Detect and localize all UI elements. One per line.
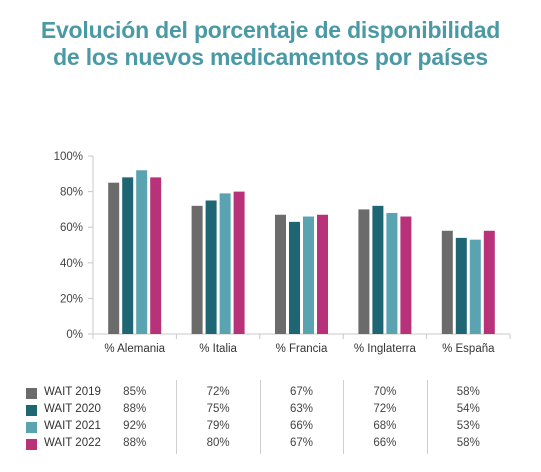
legend-swatch — [26, 439, 37, 450]
legend-swatch — [26, 422, 37, 433]
table-cell: 79% — [206, 420, 230, 432]
y-tick-label: 0% — [66, 329, 83, 341]
bar — [108, 182, 120, 334]
table-cell: 58% — [456, 437, 480, 449]
bar — [469, 239, 481, 334]
table-column-divider — [176, 380, 178, 454]
table-cell: 53% — [456, 420, 480, 432]
table-cell: 70% — [373, 386, 397, 398]
table-row: WAIT 2022 88% 80% 67% 66% 58% — [0, 436, 541, 454]
chart-title-line-1: Evolución del porcentaje de disponibilid… — [40, 17, 501, 43]
bar — [372, 205, 384, 334]
series-name: WAIT 2021 — [44, 420, 101, 432]
table-cell: 75% — [206, 403, 230, 415]
y-tick-label: 100% — [54, 151, 83, 163]
table-row: WAIT 2020 88% 75% 63% 72% 54% — [0, 402, 541, 420]
table-cell: 80% — [206, 437, 230, 449]
x-category-label: % Inglaterra — [354, 343, 417, 355]
bar — [400, 216, 412, 334]
table-cell: 88% — [123, 403, 147, 415]
legend-swatch — [26, 388, 37, 399]
table-cell: 85% — [123, 386, 147, 398]
bar — [455, 237, 467, 334]
table-cell: 66% — [289, 420, 314, 432]
bar — [441, 230, 453, 334]
table-cell: 88% — [123, 437, 147, 449]
table-column-divider — [343, 380, 345, 454]
bar — [386, 212, 398, 334]
bar — [205, 200, 217, 334]
y-tick-label: 20% — [60, 293, 83, 305]
table-cell: 66% — [373, 437, 397, 449]
x-category-label: % Francia — [276, 343, 328, 355]
y-tick-label: 40% — [60, 258, 83, 270]
bar — [483, 230, 495, 334]
bar — [275, 214, 286, 334]
bar-chart: 0% 20% 40% 60% 80% 100% % Alemania % Italia % Fr… — [54, 151, 511, 355]
series-name: WAIT 2019 — [44, 386, 101, 398]
chart-title: Evolución del porcentaje de disponibilid… — [0, 17, 541, 71]
bar — [136, 170, 148, 334]
bar — [233, 191, 245, 334]
table-cell: 63% — [289, 403, 314, 415]
bar — [150, 177, 162, 334]
x-category-label: % Italia — [199, 343, 237, 355]
table-cell: 72% — [373, 403, 397, 415]
bar — [289, 221, 300, 334]
bar — [303, 216, 314, 334]
table-cell: 72% — [206, 386, 230, 398]
chart-title-line-2: de los nuevos medicamentos por países — [53, 44, 488, 70]
legend-swatch — [26, 405, 37, 416]
bar — [122, 177, 134, 334]
table-column-divider — [259, 380, 261, 454]
table-cell: 58% — [456, 386, 480, 398]
table-cell: 92% — [123, 420, 147, 432]
table-row: WAIT 2019 85% 72% 67% 70% 58% — [0, 385, 541, 403]
bar — [191, 205, 203, 334]
y-tick-label: 60% — [60, 222, 83, 234]
table-cell: 54% — [456, 403, 480, 415]
bar — [358, 209, 370, 334]
table-column-divider — [426, 380, 428, 454]
series-name: WAIT 2020 — [44, 403, 101, 415]
table-cell: 67% — [289, 386, 314, 398]
table-cell: 67% — [289, 437, 314, 449]
series-name: WAIT 2022 — [44, 437, 101, 449]
x-category-label: % España — [442, 343, 495, 355]
bar — [219, 193, 231, 334]
table-cell: 68% — [373, 420, 397, 432]
table-row: WAIT 2021 92% 79% 66% 68% 53% — [0, 419, 541, 437]
x-category-label: % Alemania — [104, 343, 165, 355]
y-tick-label: 80% — [60, 187, 83, 199]
bar — [317, 214, 328, 334]
